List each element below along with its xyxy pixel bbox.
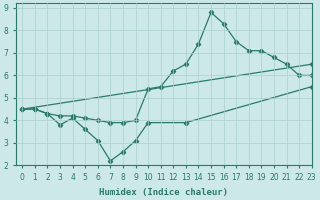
X-axis label: Humidex (Indice chaleur): Humidex (Indice chaleur)	[99, 188, 228, 197]
